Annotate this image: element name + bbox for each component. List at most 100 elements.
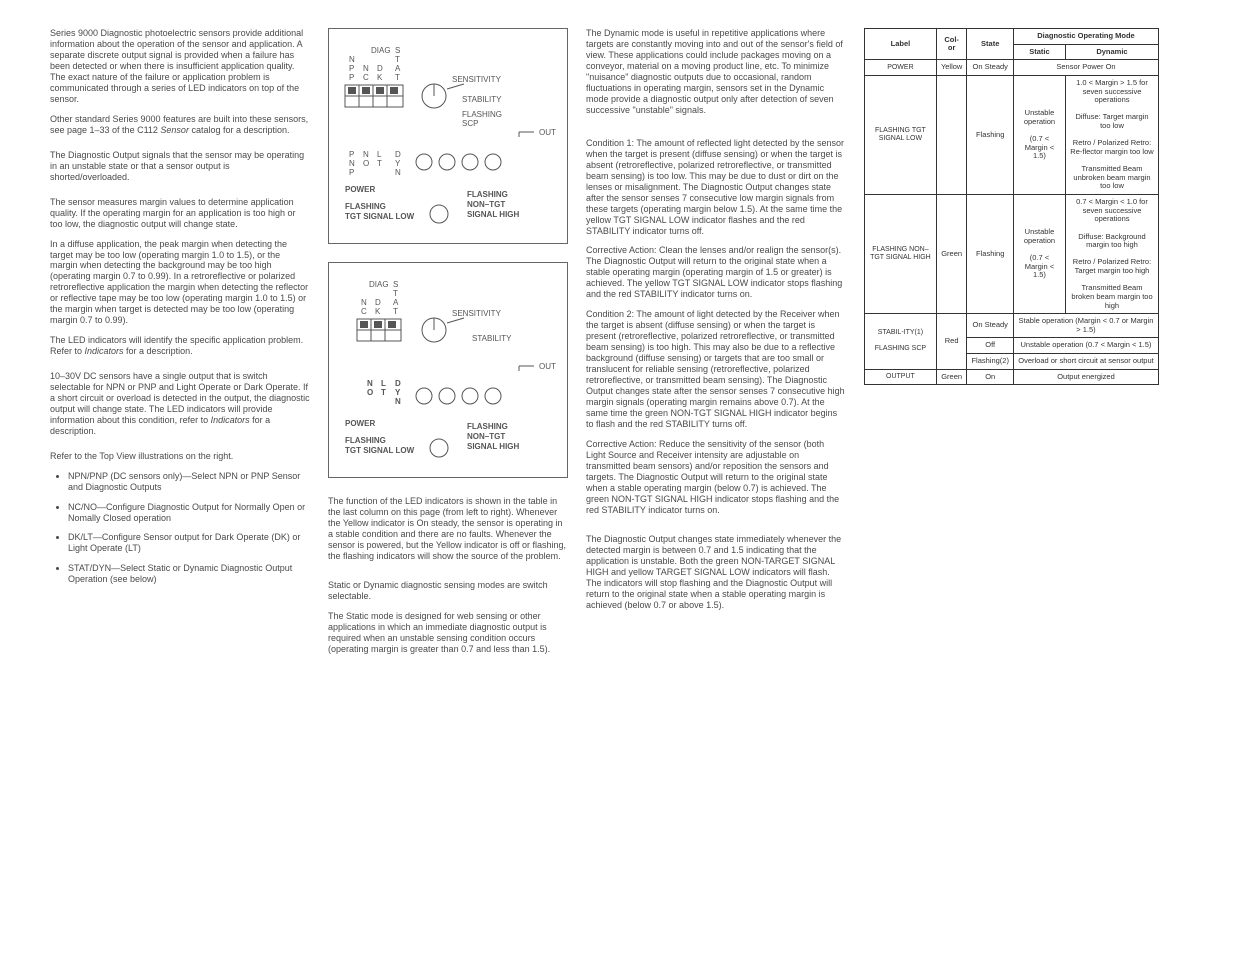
table-row: FLASHING TGT SIGNAL LOW Flashing Unstabl… <box>865 75 1159 194</box>
cell-color <box>936 75 967 194</box>
cell-label: OUTPUT <box>865 369 937 385</box>
cell-static: Overload or short circuit at sensor outp… <box>1013 354 1158 370</box>
list-item-npnpnp: NPN/PNP (DC sensors only)—Select NPN or … <box>68 471 310 494</box>
led-italic: Indicators <box>85 346 124 356</box>
led-function-paragraph: The function of the LED indicators is sh… <box>328 496 568 562</box>
intro-paragraph: Series 9000 Diagnostic photoelectric sen… <box>50 28 310 105</box>
table-row: STABIL-ITY(1) FLASHING SCP Red On Steady… <box>865 314 1159 338</box>
svg-text:FLASHING: FLASHING <box>467 422 508 431</box>
cell-label: FLASHING NON–TGT SIGNAL HIGH <box>865 195 937 314</box>
th-state: State <box>967 29 1014 60</box>
dc-sensors-paragraph: 10–30V DC sensors have a single output t… <box>50 371 310 437</box>
svg-text:P: P <box>349 64 354 73</box>
svg-text:OUT: OUT <box>539 362 556 371</box>
catalog-text-c: catalog for a description. <box>189 125 290 135</box>
switch-list: NPN/PNP (DC sensors only)—Select NPN or … <box>50 471 310 585</box>
svg-text:A: A <box>393 298 399 307</box>
led-indicators-paragraph: The LED indicators will identify the spe… <box>50 335 310 357</box>
cell-color: Yellow <box>936 60 967 76</box>
column-1: Series 9000 Diagnostic photoelectric sen… <box>50 28 310 593</box>
svg-text:TGT SIGNAL LOW: TGT SIGNAL LOW <box>345 446 415 455</box>
list-item-ncno: NC/NO—Configure Diagnostic Output for No… <box>68 502 310 525</box>
led-text-c: for a description. <box>124 346 193 356</box>
cell-color: Green <box>936 195 967 314</box>
svg-text:SENSITIVITY: SENSITIVITY <box>452 75 502 84</box>
table-row: OUTPUT Green On Output energized <box>865 369 1159 385</box>
cell-dynamic: 1.0 < Margin > 1.5 for seven successive … <box>1065 75 1158 194</box>
svg-text:S: S <box>393 280 398 289</box>
cell-state: Flashing <box>967 195 1014 314</box>
cell-state: On Steady <box>967 314 1014 338</box>
svg-text:FLASHING: FLASHING <box>345 202 386 211</box>
column-2: NPP NC DK STAT DIAG <box>328 28 568 664</box>
svg-text:POWER: POWER <box>345 419 375 428</box>
svg-text:N: N <box>395 397 401 406</box>
svg-text:C: C <box>363 73 369 82</box>
svg-text:SCP: SCP <box>462 119 478 128</box>
catalog-italic: Sensor <box>160 125 189 135</box>
cell-state: Flashing(2) <box>967 354 1014 370</box>
svg-text:DIAG: DIAG <box>369 280 389 289</box>
cell-static: Unstable operation (0.7 < Margin < 1.5) <box>1013 195 1065 314</box>
svg-text:L: L <box>377 150 382 159</box>
corrective-1-paragraph: Corrective Action: Clean the lenses and/… <box>586 245 846 300</box>
th-static: Static <box>1013 44 1065 60</box>
svg-text:O: O <box>367 388 373 397</box>
cell-static: Sensor Power On <box>1013 60 1158 76</box>
column-3: The Dynamic mode is useful in repetitive… <box>586 28 846 620</box>
cell-state: On <box>967 369 1014 385</box>
th-label: Label <box>865 29 937 60</box>
svg-text:POWER: POWER <box>345 185 375 194</box>
refer-topview-paragraph: Refer to the Top View illustrations on t… <box>50 451 310 462</box>
svg-text:TGT SIGNAL LOW: TGT SIGNAL LOW <box>345 212 415 221</box>
table-row: FLASHING NON–TGT SIGNAL HIGH Green Flash… <box>865 195 1159 314</box>
catalog-ref-paragraph: Other standard Series 9000 features are … <box>50 114 310 136</box>
svg-text:T: T <box>395 55 400 64</box>
dc-italic: Indicators <box>211 415 250 425</box>
svg-text:D: D <box>377 64 383 73</box>
table-row: POWER Yellow On Steady Sensor Power On <box>865 60 1159 76</box>
cell-label: POWER <box>865 60 937 76</box>
svg-text:N: N <box>367 379 373 388</box>
cell-label: STABIL-ITY(1) FLASHING SCP <box>865 314 937 370</box>
th-dynamic: Dynamic <box>1065 44 1158 60</box>
svg-text:STABILITY: STABILITY <box>472 334 512 343</box>
topview-diagram-2: NC DK STAT DIAG SENSITIVITY STABILITY <box>328 262 568 478</box>
condition-2-paragraph: Condition 2: The amount of light detecte… <box>586 309 846 430</box>
diffuse-app-paragraph: In a diffuse application, the peak margi… <box>50 239 310 327</box>
cell-static: Unstable operation (0.7 < Margin < 1.5) <box>1013 75 1065 194</box>
dc-text-a: 10–30V DC sensors have a single output t… <box>50 371 310 425</box>
indicator-table-body: POWER Yellow On Steady Sensor Power On F… <box>865 60 1159 385</box>
cell-static: Stable operation (Margin < 0.7 or Margin… <box>1013 314 1158 338</box>
page-columns: Series 9000 Diagnostic photoelectric sen… <box>50 28 1185 664</box>
svg-text:N: N <box>349 159 355 168</box>
svg-text:P: P <box>349 150 354 159</box>
svg-text:N: N <box>349 55 355 64</box>
cell-state: Flashing <box>967 75 1014 194</box>
svg-text:Y: Y <box>395 159 401 168</box>
svg-text:NON–TGT: NON–TGT <box>467 200 505 209</box>
th-color: Col-or <box>936 29 967 60</box>
svg-text:P: P <box>349 168 354 177</box>
svg-text:K: K <box>375 307 381 316</box>
svg-text:L: L <box>381 379 386 388</box>
svg-text:C: C <box>361 307 367 316</box>
corrective-2-paragraph: Corrective Action: Reduce the sensitivit… <box>586 439 846 516</box>
cell-static: Output energized <box>1013 369 1158 385</box>
dynamic-mode-paragraph: The Dynamic mode is useful in repetitive… <box>586 28 846 116</box>
static-mode-paragraph: The Static mode is designed for web sens… <box>328 611 568 655</box>
svg-text:FLASHING: FLASHING <box>462 110 502 119</box>
svg-text:Y: Y <box>395 388 401 397</box>
svg-text:T: T <box>381 388 386 397</box>
svg-text:STABILITY: STABILITY <box>462 95 502 104</box>
svg-text:DIAG: DIAG <box>371 46 391 55</box>
svg-text:FLASHING: FLASHING <box>467 190 508 199</box>
cell-state: Off <box>967 338 1014 354</box>
svg-text:OUT: OUT <box>539 128 556 137</box>
column-4: Label Col-or State Diagnostic Operating … <box>864 28 1159 385</box>
svg-text:O: O <box>363 159 369 168</box>
static-dynamic-paragraph: Static or Dynamic diagnostic sensing mod… <box>328 580 568 602</box>
svg-text:A: A <box>395 64 401 73</box>
svg-text:D: D <box>395 379 401 388</box>
cell-color: Green <box>936 369 967 385</box>
